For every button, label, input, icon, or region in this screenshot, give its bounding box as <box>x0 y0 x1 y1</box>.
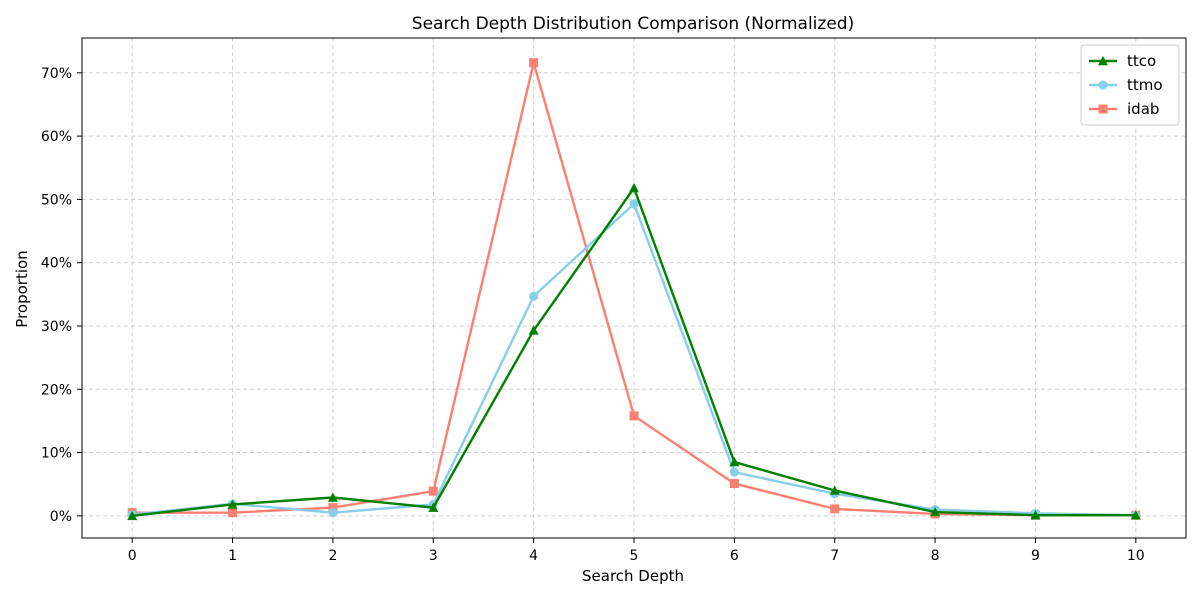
y-tick-label: 40% <box>41 256 72 272</box>
data-point-ttco <box>127 510 138 521</box>
plot-frame <box>81 37 1187 539</box>
y-axis-label: Proportion <box>13 250 31 327</box>
data-point-idab <box>729 479 739 489</box>
data-point-idab <box>830 504 840 514</box>
data-point-idab <box>328 503 338 513</box>
data-point-ttco <box>227 499 238 509</box>
legend-label: ttco <box>1127 52 1156 70</box>
data-point-ttmo <box>328 508 338 518</box>
data-point-ttco <box>1130 510 1141 520</box>
series-idab <box>127 58 1141 520</box>
x-tick-label: 0 <box>128 548 137 564</box>
y-tick-label: 0% <box>50 509 72 525</box>
y-tick-label: 30% <box>41 319 72 335</box>
legend-label: ttmo <box>1127 76 1163 94</box>
y-tick-label: 10% <box>41 446 72 462</box>
legend: ttco ttmo idab <box>1080 44 1180 126</box>
data-point-idab <box>529 58 539 68</box>
data-point-ttco <box>528 325 539 335</box>
data-point-ttco <box>629 183 639 193</box>
data-point-ttco <box>729 457 740 467</box>
y-tick-label: 50% <box>41 192 72 208</box>
y-tick-label: 60% <box>41 129 72 145</box>
data-point-ttco <box>327 492 338 502</box>
legend-swatch-marker <box>1098 56 1108 66</box>
chart-title: Search Depth Distribution Comparison (No… <box>412 14 854 34</box>
x-tick-label: 7 <box>830 548 839 564</box>
data-point-ttco <box>1030 510 1041 520</box>
legend-item-ttco: ttco <box>1089 52 1156 70</box>
series-layer <box>127 58 1141 521</box>
x-tick-label: 3 <box>429 548 438 564</box>
x-tick-label: 10 <box>1127 548 1145 564</box>
data-point-idab <box>629 411 639 421</box>
y-tick-label: 20% <box>41 382 72 398</box>
grid <box>82 38 1186 538</box>
x-tick-label: 4 <box>529 548 538 564</box>
x-tick-label: 9 <box>1031 548 1040 564</box>
data-point-ttmo <box>529 291 539 301</box>
data-point-ttco <box>930 507 941 517</box>
x-tick-label: 8 <box>931 548 940 564</box>
legend-label: idab <box>1127 100 1159 118</box>
legend-item-ttmo: ttmo <box>1089 76 1163 94</box>
data-point-ttco <box>428 502 439 512</box>
legend-item-idab: idab <box>1089 100 1159 118</box>
series-ttmo <box>127 199 1141 520</box>
x-tick-label: 2 <box>328 548 337 564</box>
x-tick-label: 5 <box>630 548 639 564</box>
axes: 0 1 2 3 4 5 6 7 8 9 10 0% 10% 20% 30% 40% 50% 60% 70% <box>41 37 1187 564</box>
legend-swatch-marker <box>1098 104 1108 114</box>
data-point-ttmo <box>729 467 739 477</box>
data-point-ttmo <box>629 199 639 209</box>
legend-swatch-marker <box>1098 80 1108 90</box>
data-point-ttco <box>829 485 840 495</box>
data-point-idab <box>428 486 438 496</box>
x-tick-label: 1 <box>228 548 237 564</box>
series-ttco <box>127 183 1141 521</box>
x-axis-label: Search Depth <box>582 567 684 585</box>
data-point-idab <box>228 508 238 518</box>
x-tick-label: 6 <box>730 548 739 564</box>
y-tick-label: 70% <box>41 66 72 82</box>
